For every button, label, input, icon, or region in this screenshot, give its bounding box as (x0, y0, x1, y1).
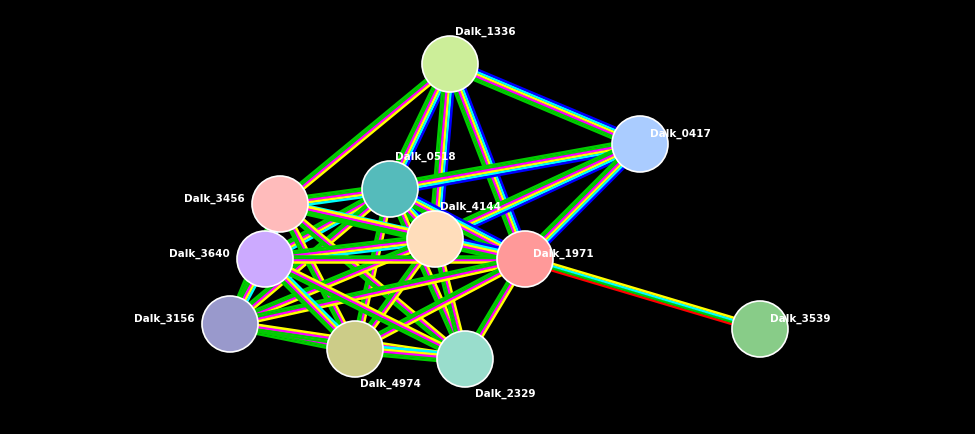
Text: Dalk_0518: Dalk_0518 (395, 152, 455, 162)
Text: Dalk_3539: Dalk_3539 (770, 314, 831, 324)
Text: Dalk_4974: Dalk_4974 (360, 379, 421, 389)
Text: Dalk_1971: Dalk_1971 (533, 249, 594, 259)
Circle shape (422, 36, 478, 92)
Text: Dalk_3156: Dalk_3156 (135, 314, 195, 324)
Text: Dalk_4144: Dalk_4144 (440, 202, 501, 212)
Text: Dalk_0417: Dalk_0417 (650, 129, 711, 139)
Text: Dalk_3640: Dalk_3640 (170, 249, 230, 259)
Circle shape (407, 211, 463, 267)
Text: Dalk_1336: Dalk_1336 (455, 27, 516, 37)
Circle shape (237, 231, 293, 287)
Circle shape (497, 231, 553, 287)
Circle shape (362, 161, 418, 217)
Circle shape (202, 296, 258, 352)
Text: Dalk_3456: Dalk_3456 (184, 194, 245, 204)
Circle shape (612, 116, 668, 172)
Text: Dalk_2329: Dalk_2329 (475, 389, 535, 399)
Circle shape (327, 321, 383, 377)
Circle shape (252, 176, 308, 232)
Circle shape (732, 301, 788, 357)
Circle shape (437, 331, 493, 387)
